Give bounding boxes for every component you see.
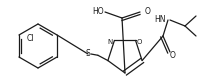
Text: Cl: Cl [26, 34, 34, 43]
Text: O: O [137, 39, 142, 45]
Text: HO: HO [92, 7, 104, 16]
Text: O: O [145, 7, 151, 16]
Text: HN: HN [154, 16, 166, 25]
Text: N: N [108, 39, 113, 45]
Text: O: O [170, 51, 176, 60]
Text: S: S [86, 49, 90, 58]
